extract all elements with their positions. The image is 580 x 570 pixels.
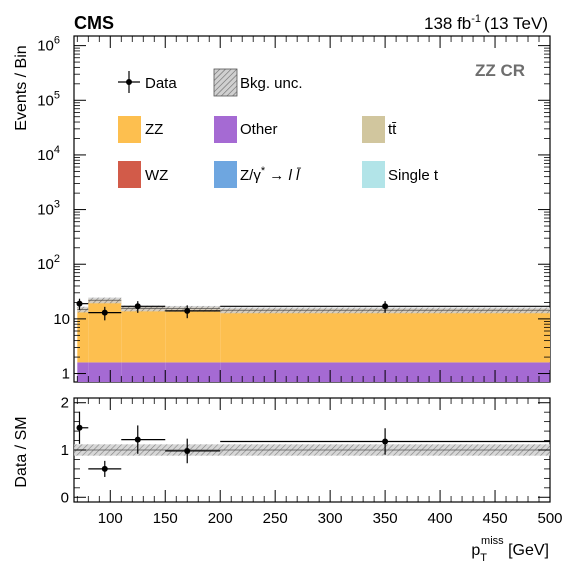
- legend-swatch-bkg-unc: [213, 68, 238, 97]
- top-y-tick-label: 103: [37, 199, 60, 219]
- stack-bar-zz: [220, 309, 550, 363]
- x-tick-label: 400: [428, 510, 453, 527]
- ratio-y-ticks: 0 1 2: [61, 395, 550, 506]
- ratio-point: [382, 438, 389, 445]
- data-point: [134, 303, 141, 310]
- top-x-ticks: [76, 36, 551, 382]
- top-y-axis-label: Events / Bin: [13, 45, 30, 130]
- legend-entry-bkg-unc: Bkg. unc.: [213, 68, 303, 97]
- ratio-point: [101, 465, 108, 472]
- x-tick-label: 350: [373, 510, 398, 527]
- stack-bar-other: [165, 362, 221, 382]
- x-tick-label: 200: [208, 510, 233, 527]
- legend-entry-wz: WZ: [118, 161, 168, 188]
- legend-label-zz: ZZ: [145, 121, 163, 138]
- legend-entry-zz: ZZ: [118, 116, 163, 143]
- legend-data-marker: [126, 79, 132, 85]
- legend-swatch-single-t: [362, 161, 385, 188]
- top-y-tick-label: 105: [37, 89, 60, 109]
- top-y-tick-label: 1: [62, 366, 70, 383]
- region-label: ZZ CR: [475, 61, 525, 80]
- ratio-y-tick-label: 1: [61, 442, 69, 459]
- ratio-uncertainty-band: [74, 444, 550, 456]
- legend-label-ttbar: tt̄: [388, 121, 397, 138]
- legend-label-other: Other: [240, 121, 278, 138]
- legend-label-wz: WZ: [145, 167, 168, 184]
- legend-entry-single-t: Single t: [362, 161, 439, 188]
- legend-entry-other: Other: [214, 116, 278, 143]
- ratio-y-tick-label: 0: [61, 489, 69, 506]
- legend-label-dy: Z/γ* → l l̄: [240, 165, 302, 184]
- ratio-point: [76, 424, 83, 431]
- x-tick-label: 100: [98, 510, 123, 527]
- legend-entry-data: Data: [118, 71, 177, 93]
- legend-entry-dy: Z/γ* → l l̄: [214, 161, 302, 188]
- data-point: [382, 303, 389, 310]
- top-y-tick-label: 10: [53, 311, 70, 328]
- legend-label-data: Data: [145, 75, 177, 92]
- ratio-x-ticks: 100 150 200 250 300 350 400 450 500: [76, 398, 563, 527]
- data-point: [184, 307, 191, 314]
- legend-swatch-other: [214, 116, 237, 143]
- ratio-y-tick-label: 2: [61, 395, 69, 412]
- experiment-label: CMS: [74, 13, 114, 33]
- x-tick-label: 150: [153, 510, 178, 527]
- bkg-uncertainty-band: [77, 297, 550, 314]
- top-y-tick-label: 106: [37, 35, 60, 55]
- data-point: [76, 300, 83, 307]
- legend-swatch-wz: [118, 161, 141, 188]
- ratio-panel: 0 1 2 100 150 200 250 300 350 400 450 500 Data / S…: [13, 395, 563, 527]
- ratio-points: [76, 411, 550, 477]
- legend-label-bkg-unc: Bkg. unc.: [240, 75, 303, 92]
- data-points: [76, 298, 550, 321]
- stacked-histograms: [77, 299, 550, 382]
- legend: Data Bkg. unc. ZZ Other tt̄ WZ: [118, 68, 439, 188]
- legend-swatch-zz: [118, 116, 141, 143]
- ratio-y-axis-label: Data / SM: [13, 416, 30, 487]
- ratio-point: [184, 447, 191, 454]
- ratio-point: [134, 436, 141, 443]
- luminosity-label: 138 fb-1 (13 TeV): [424, 13, 548, 33]
- x-tick-label: 500: [537, 510, 562, 527]
- legend-label-single-t: Single t: [388, 167, 439, 184]
- stack-bar-zz: [121, 307, 166, 363]
- legend-swatch-dy: [214, 161, 237, 188]
- x-tick-label: 450: [483, 510, 508, 527]
- stack-bar-other: [88, 362, 122, 382]
- stack-bar-other: [77, 362, 89, 382]
- legend-entry-ttbar: tt̄: [362, 116, 397, 143]
- legend-swatch-ttbar: [362, 116, 385, 143]
- stack-bar-zz: [165, 307, 221, 363]
- stack-bar-zz: [77, 308, 89, 363]
- top-y-tick-label: 104: [37, 144, 60, 164]
- top-y-tick-label: 102: [37, 253, 60, 273]
- x-tick-label: 300: [318, 510, 343, 527]
- x-tick-label: 250: [263, 510, 288, 527]
- data-point: [101, 309, 108, 316]
- x-axis-label: pTmiss [GeV]: [471, 535, 549, 564]
